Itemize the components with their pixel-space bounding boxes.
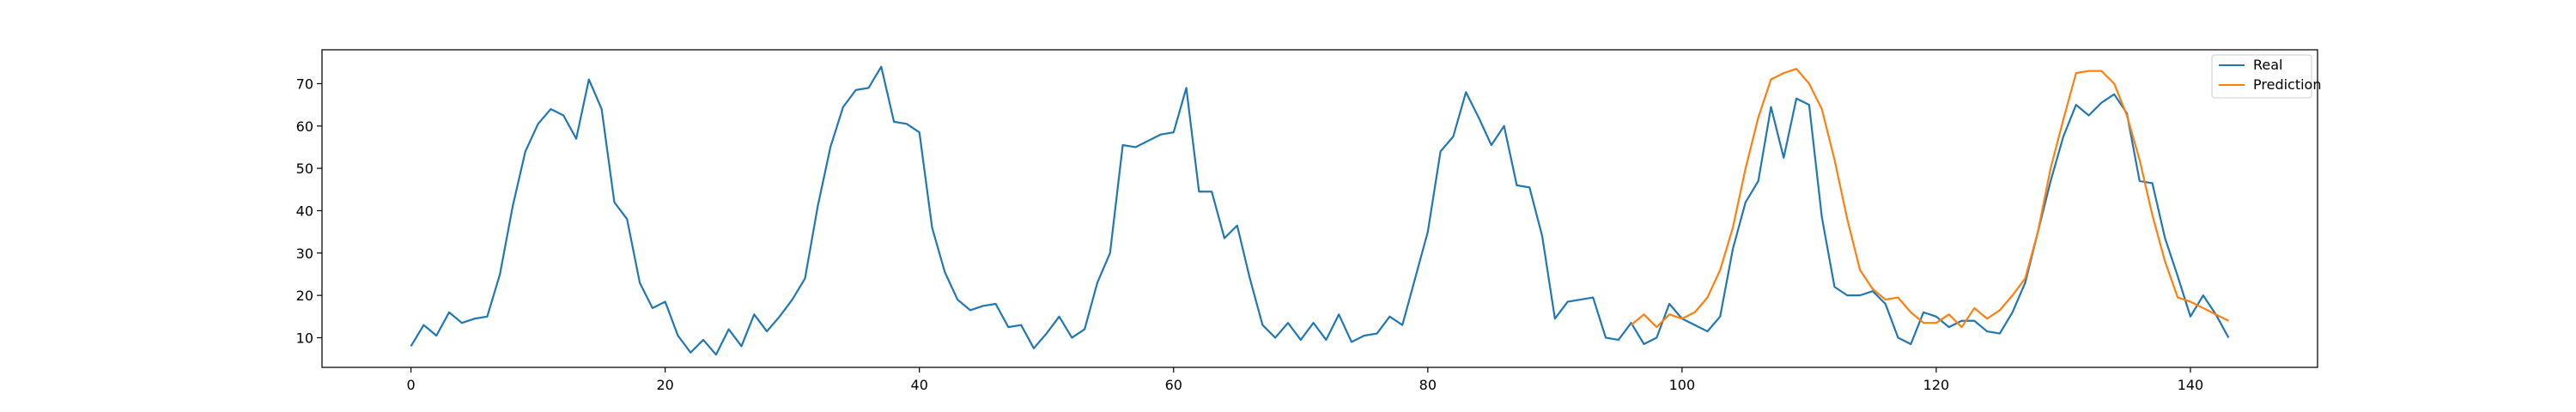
series-line-real — [410, 65, 2230, 356]
y-tick-label: 60 — [296, 118, 313, 135]
legend-label-real: Real — [2253, 57, 2283, 73]
x-tick-label: 40 — [911, 377, 928, 393]
series-line-prediction — [1630, 68, 2229, 329]
y-tick-label: 40 — [296, 203, 313, 219]
x-tick-label: 0 — [407, 377, 416, 393]
legend: Real Prediction — [2211, 54, 2321, 99]
y-tick-label: 20 — [296, 288, 313, 304]
x-tick-label: 60 — [1165, 377, 1182, 393]
y-tick-label: 10 — [296, 330, 313, 346]
x-tick-label: 20 — [656, 377, 673, 393]
x-tick-label: 100 — [1669, 377, 1696, 393]
x-tick-label: 120 — [1923, 377, 1950, 393]
x-tick-label: 80 — [1419, 377, 1437, 393]
x-tick-label: 140 — [2178, 377, 2204, 393]
y-tick-label: 70 — [296, 76, 313, 92]
legend-label-prediction: Prediction — [2253, 76, 2321, 93]
plot-area-frame — [321, 49, 2318, 368]
y-tick-label: 50 — [296, 161, 313, 177]
y-tick-label: 30 — [296, 245, 313, 262]
